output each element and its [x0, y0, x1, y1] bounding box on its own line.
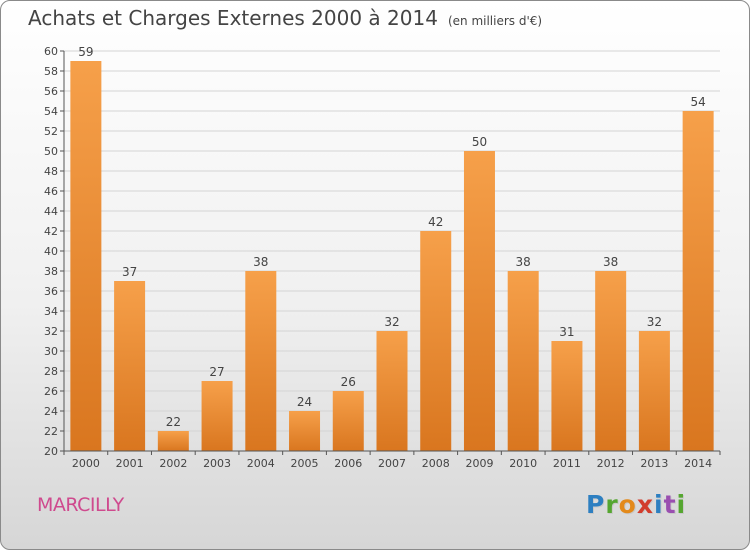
logo-letter-1: P — [586, 490, 606, 519]
logo-letter-7: i — [676, 490, 687, 519]
y-tick-label: 42 — [44, 225, 58, 238]
chart-unit: (en milliers d'€) — [447, 14, 543, 28]
bar — [70, 61, 102, 451]
y-tick-label: 34 — [44, 305, 58, 318]
data-label: 54 — [690, 95, 705, 109]
data-label: 31 — [559, 325, 574, 339]
x-tick-label: 2013 — [640, 457, 668, 470]
bar — [638, 331, 670, 451]
data-label: 38 — [603, 255, 618, 269]
city-name: MARCILLY — [37, 494, 124, 516]
y-axis-ticks: 20 22 24 26 28 30 32 34 36 38 40 42 44 46 48 50 52 54 56 58… — [44, 45, 64, 458]
chart-title: Achats et Charges Externes 2000 à 2014 (e… — [28, 6, 542, 30]
bar — [682, 111, 714, 451]
logo-letter-2: r — [605, 490, 619, 519]
bar — [376, 331, 408, 451]
x-tick-label: 2003 — [203, 457, 231, 470]
bar — [551, 341, 583, 451]
x-tick-label: 2012 — [597, 457, 625, 470]
logo-letter-6: t — [663, 490, 677, 519]
x-tick-label: 2008 — [422, 457, 450, 470]
y-tick-label: 36 — [44, 285, 58, 298]
y-tick-label: 48 — [44, 165, 58, 178]
x-tick-label: 2009 — [465, 457, 493, 470]
bar — [245, 271, 277, 451]
x-tick-label: 2007 — [378, 457, 406, 470]
y-tick-label: 28 — [44, 365, 58, 378]
y-tick-label: 60 — [44, 45, 58, 58]
y-tick-label: 38 — [44, 265, 58, 278]
y-tick-label: 58 — [44, 65, 58, 78]
y-tick-label: 50 — [44, 145, 58, 158]
y-tick-label: 46 — [44, 185, 58, 198]
data-label: 27 — [209, 365, 224, 379]
data-label: 38 — [253, 255, 268, 269]
y-tick-label: 30 — [44, 345, 58, 358]
x-axis-ticks: 2000 2001 2002 2003 2004 2005 2006 2007 2008 2009… — [63, 451, 721, 470]
data-label: 59 — [78, 45, 93, 59]
bar — [289, 411, 321, 451]
bars — [70, 61, 714, 451]
x-tick-label: 2004 — [247, 457, 275, 470]
data-label: 32 — [647, 315, 662, 329]
proxiti-logo: Proxiti — [586, 490, 686, 519]
bar — [332, 391, 364, 451]
x-tick-label: 2011 — [553, 457, 581, 470]
data-label: 26 — [341, 375, 356, 389]
logo-letter-4: x — [636, 490, 654, 519]
y-tick-label: 56 — [44, 85, 58, 98]
y-tick-label: 40 — [44, 245, 58, 258]
chart-title-text: Achats et Charges Externes 2000 à 2014 — [28, 6, 438, 30]
x-tick-label: 2002 — [159, 457, 187, 470]
data-label: 37 — [122, 265, 137, 279]
logo-letter-5: i — [654, 490, 664, 519]
bar — [201, 381, 233, 451]
bar — [595, 271, 627, 451]
data-labels: 59 37 22 27 38 24 26 32 42 50 38 31 38 32 54 — [78, 45, 706, 429]
bar — [463, 151, 495, 451]
bar — [507, 271, 539, 451]
data-label: 38 — [516, 255, 531, 269]
y-tick-label: 24 — [44, 405, 58, 418]
data-label: 50 — [472, 135, 487, 149]
y-tick-label: 20 — [44, 445, 58, 458]
x-tick-label: 2001 — [116, 457, 144, 470]
x-tick-label: 2006 — [334, 457, 362, 470]
y-tick-label: 26 — [44, 385, 58, 398]
bar — [157, 431, 189, 451]
logo-letter-3: o — [618, 490, 637, 519]
y-tick-label: 54 — [44, 105, 58, 118]
data-label: 22 — [166, 415, 181, 429]
y-tick-label: 44 — [44, 205, 58, 218]
data-label: 24 — [297, 395, 312, 409]
data-label: 42 — [428, 215, 443, 229]
bar — [114, 281, 146, 451]
bar — [420, 231, 452, 451]
x-tick-label: 2005 — [291, 457, 319, 470]
x-tick-label: 2010 — [509, 457, 537, 470]
x-tick-label: 2014 — [684, 457, 712, 470]
y-tick-label: 32 — [44, 325, 58, 338]
y-tick-label: 52 — [44, 125, 58, 138]
data-label: 32 — [384, 315, 399, 329]
x-tick-label: 2000 — [72, 457, 100, 470]
y-tick-label: 22 — [44, 425, 58, 438]
